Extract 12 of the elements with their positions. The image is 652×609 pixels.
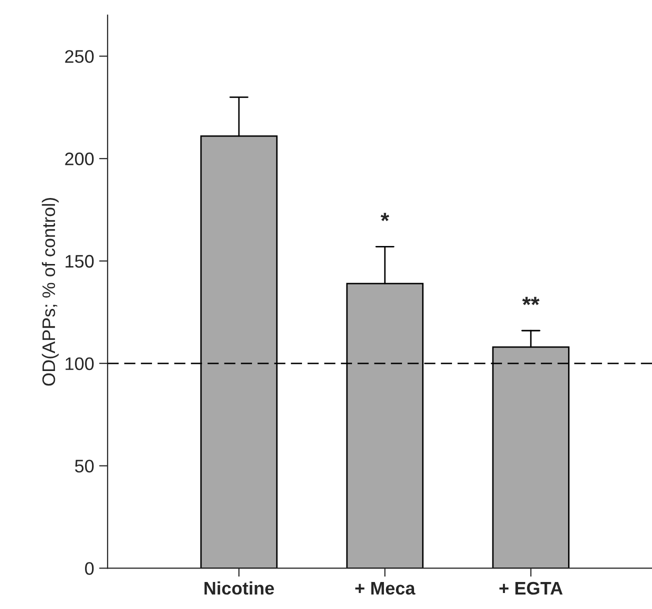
y-tick-label: 50 bbox=[75, 460, 94, 473]
y-tick-label: 150 bbox=[66, 254, 94, 268]
x-tick-label: + EGTA bbox=[499, 582, 563, 595]
y-tick-label: 100 bbox=[66, 357, 94, 370]
y-tick-label: 250 bbox=[65, 50, 94, 63]
annotation: * bbox=[380, 212, 390, 222]
x-tick-label: + Meca bbox=[355, 582, 416, 595]
y-tick-label: 200 bbox=[65, 152, 94, 166]
y-tick-label: 0 bbox=[85, 562, 94, 575]
annotation: ** bbox=[522, 296, 540, 306]
y-axis-title: OD(APPs; % of control) bbox=[42, 198, 59, 386]
x-tick-label: Nicotine bbox=[204, 581, 274, 595]
